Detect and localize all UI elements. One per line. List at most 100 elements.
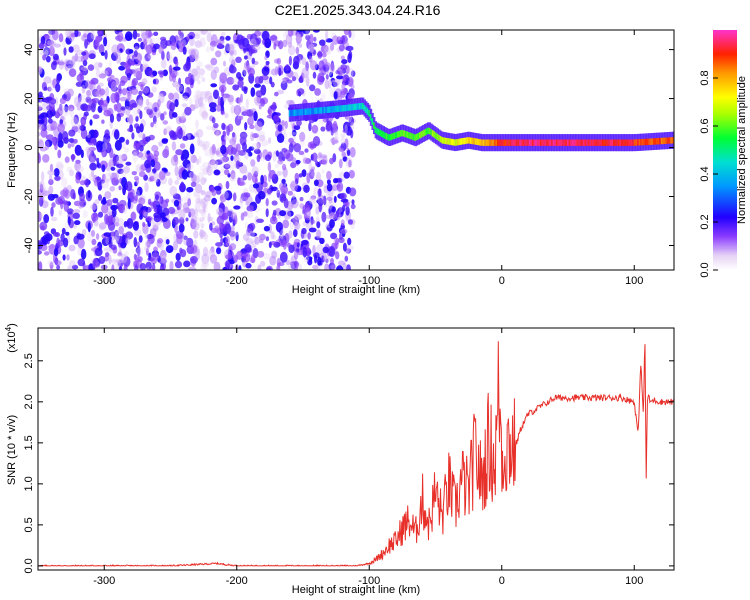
noise-cell <box>126 218 134 229</box>
noise-cell <box>195 217 202 226</box>
noise-cell <box>231 132 237 143</box>
signal-core-cell <box>541 139 544 146</box>
noise-cell <box>158 141 164 147</box>
noise-cell <box>340 90 346 98</box>
noise-cell <box>76 73 85 83</box>
signal-core-cell <box>438 134 441 142</box>
noise-cell <box>93 61 101 71</box>
signal-core-cell <box>525 139 529 146</box>
noise-cell <box>205 91 213 100</box>
noise-cell <box>162 262 167 270</box>
noise-cell <box>38 42 45 50</box>
noise-cell <box>295 159 301 165</box>
noise-cell <box>201 260 210 268</box>
noise-cell <box>285 64 290 72</box>
signal-core-cell <box>443 137 446 144</box>
noise-cell <box>218 203 226 213</box>
noise-cell <box>215 150 220 155</box>
noise-cell <box>48 102 55 111</box>
noise-cell <box>180 181 185 192</box>
noise-cell <box>261 139 269 147</box>
noise-cell <box>40 112 49 118</box>
noise-cell <box>39 183 44 193</box>
signal-core-cell <box>532 139 535 146</box>
noise-cell <box>211 34 218 46</box>
noise-cell <box>103 247 111 252</box>
noise-cell <box>245 262 252 269</box>
signal-core-cell <box>638 139 641 146</box>
colorbar-tick-label: 0.4 <box>699 166 711 181</box>
noise-cell <box>202 162 210 168</box>
noise-cell <box>92 202 96 211</box>
noise-cell <box>224 169 230 176</box>
noise-cell <box>63 237 69 248</box>
noise-cell <box>324 45 332 55</box>
signal-core-cell <box>392 133 395 140</box>
noise-cell <box>67 265 72 270</box>
noise-cell <box>326 179 331 185</box>
noise-cell <box>146 239 151 248</box>
noise-cell <box>66 208 74 215</box>
noise-cell <box>139 263 147 270</box>
noise-cell <box>103 110 112 117</box>
noise-cell <box>195 95 203 104</box>
noise-cell <box>119 80 126 87</box>
signal-core-cell <box>509 139 513 146</box>
noise-cell <box>90 229 96 237</box>
noise-cell <box>276 89 285 95</box>
noise-cell <box>145 98 150 106</box>
noise-cell <box>214 185 222 191</box>
noise-cell <box>285 259 291 266</box>
noise-cell <box>103 232 112 237</box>
noise-cell <box>142 87 150 94</box>
noise-cell <box>48 83 54 93</box>
noise-cell <box>70 116 79 128</box>
noise-cell <box>294 214 303 221</box>
noise-cell <box>116 258 121 268</box>
signal-core-cell <box>358 103 362 110</box>
noise-cell <box>348 187 357 197</box>
noise-cell <box>130 211 137 221</box>
signal-core-cell <box>435 132 438 139</box>
signal-core-cell <box>597 139 600 146</box>
noise-cell <box>118 185 122 191</box>
noise-cell <box>174 260 183 269</box>
signal-core-cell <box>656 138 659 145</box>
signal-core-cell <box>315 107 319 114</box>
noise-cell <box>284 103 290 110</box>
noise-cell <box>326 191 334 198</box>
noise-cell <box>109 186 116 192</box>
noise-cell <box>93 129 98 139</box>
noise-cell <box>317 76 324 85</box>
noise-cell <box>124 106 131 116</box>
noise-cell <box>178 209 186 220</box>
noise-cell <box>86 148 93 159</box>
noise-cell <box>297 88 305 95</box>
noise-cell <box>253 44 261 51</box>
noise-cell <box>350 70 356 77</box>
noise-cell <box>283 132 288 139</box>
noise-cell <box>276 257 281 268</box>
noise-cell <box>319 237 325 245</box>
noise-cell <box>176 84 184 92</box>
noise-cell <box>251 142 260 151</box>
noise-cell <box>96 161 100 168</box>
noise-cell <box>159 212 166 219</box>
x-tick-label: 0 <box>499 275 505 287</box>
noise-cell <box>311 170 315 177</box>
noise-cell <box>134 46 139 52</box>
signal-core-cell <box>671 137 674 144</box>
noise-cell <box>43 214 50 224</box>
noise-cell <box>161 138 168 144</box>
noise-cell <box>90 137 95 146</box>
noise-cell <box>233 254 239 263</box>
noise-cell <box>120 106 126 111</box>
noise-cell <box>133 42 140 50</box>
noise-cell <box>245 200 250 206</box>
noise-cell <box>250 159 256 167</box>
noise-cell <box>208 102 217 109</box>
noise-cell <box>156 178 161 187</box>
signal-core-cell <box>331 106 335 113</box>
noise-cell <box>276 265 281 270</box>
noise-cell <box>170 155 179 167</box>
